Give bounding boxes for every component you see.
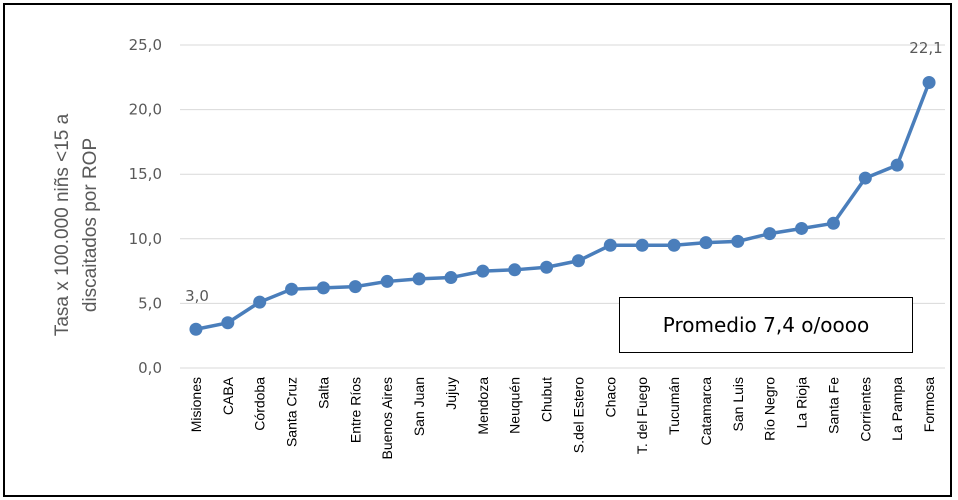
x-tick-label: Entre Ríos xyxy=(347,377,363,443)
x-tick-label: Catamarca xyxy=(698,377,714,446)
x-tick-label: S.del Estero xyxy=(570,377,586,453)
x-tick-label: Corrientes xyxy=(857,377,873,442)
x-tick-label: Santa Cruz xyxy=(284,377,300,447)
data-label-last: 22,1 xyxy=(909,39,942,57)
x-tick-label: Buenos Aires xyxy=(379,377,395,460)
y-tick-label: 5,0 xyxy=(138,294,162,312)
data-point xyxy=(635,238,649,252)
x-tick-label: La Pampa xyxy=(889,377,905,441)
data-point xyxy=(731,234,745,248)
x-tick-label: Formosa xyxy=(921,377,937,432)
data-point xyxy=(380,274,394,288)
data-point xyxy=(699,236,713,250)
data-point xyxy=(508,263,522,277)
y-tick-labels: 0,0 5,0 10,0 15,0 20,0 25,0 xyxy=(129,36,162,377)
data-point xyxy=(476,264,490,278)
data-point xyxy=(858,171,872,185)
y-tick-label: 10,0 xyxy=(129,230,162,248)
y-tick-label: 15,0 xyxy=(129,165,162,183)
y-axis-label-line-2: discaitados por ROP xyxy=(80,138,101,312)
x-tick-label: CABA xyxy=(220,376,236,415)
x-tick-label: Jujuy xyxy=(443,377,459,410)
data-point xyxy=(540,260,554,274)
x-tick-label: Córdoba xyxy=(252,377,268,431)
data-point xyxy=(189,322,203,336)
data-point xyxy=(412,272,426,286)
x-tick-label: La Rioja xyxy=(794,377,810,429)
chart-frame xyxy=(3,3,952,497)
average-note-box: Promedio 7,4 o/oooo xyxy=(619,297,913,353)
x-tick-labels: Misiones CABA Córdoba Santa Cruz Salta Entre … xyxy=(188,376,937,459)
data-point xyxy=(826,216,840,230)
data-point xyxy=(795,221,809,235)
series-line xyxy=(195,81,931,331)
x-tick-label: Neuquén xyxy=(507,377,523,434)
data-point xyxy=(603,238,617,252)
x-tick-label: Chubut xyxy=(539,377,555,422)
x-tick-label: San Luis xyxy=(730,377,746,431)
x-tick-label: Salta xyxy=(315,377,331,409)
x-tick-label: T. del Fuego xyxy=(634,377,650,454)
data-point xyxy=(444,271,458,285)
x-tick-label: Tucumán xyxy=(666,377,682,435)
y-axis-label-line-1: Tasa x 100.000 niñs <15 a xyxy=(52,113,73,336)
data-point xyxy=(348,280,362,294)
data-point xyxy=(763,227,777,241)
x-tick-label: Río Negro xyxy=(762,377,778,441)
data-point xyxy=(253,295,267,309)
y-tick-label: 0,0 xyxy=(138,359,162,377)
x-tick-label: Santa Fe xyxy=(825,377,841,434)
y-tick-label: 20,0 xyxy=(129,101,162,119)
data-point xyxy=(667,238,681,252)
x-tick-label: Chaco xyxy=(602,377,618,418)
x-tick-label: Misiones xyxy=(188,377,204,432)
data-point xyxy=(285,282,299,296)
x-tick-label: Mendoza xyxy=(475,377,491,435)
series-points xyxy=(189,75,936,336)
y-tick-label: 25,0 xyxy=(129,36,162,54)
data-point xyxy=(316,281,330,295)
series-line-path xyxy=(195,81,931,331)
data-point xyxy=(922,75,936,89)
x-tick-label: San Juan xyxy=(411,377,427,436)
average-note-text: Promedio 7,4 o/oooo xyxy=(662,313,870,337)
data-label-first: 3,0 xyxy=(185,287,209,305)
data-point xyxy=(221,316,235,330)
data-point xyxy=(890,158,904,172)
data-point xyxy=(571,254,585,268)
